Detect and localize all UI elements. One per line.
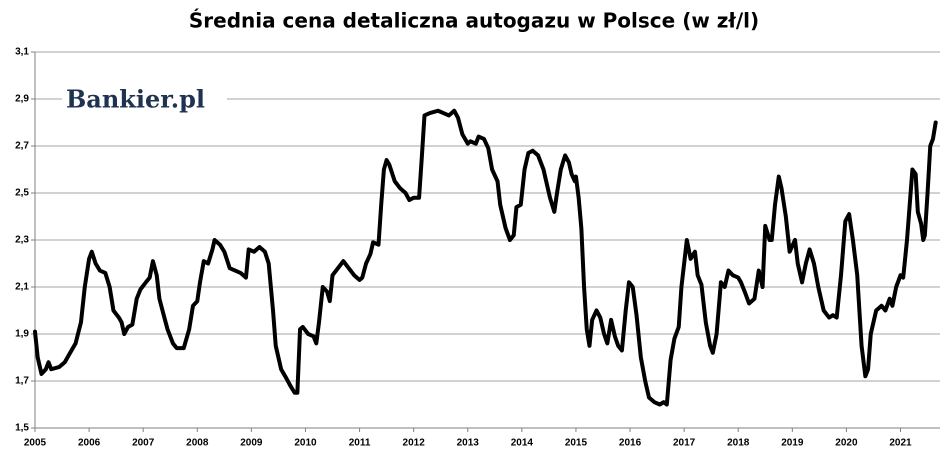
y-tick-label: 2,7: [15, 141, 29, 152]
x-tick-label: 2013: [457, 438, 480, 449]
logo-background: [62, 84, 227, 118]
x-tick-label: 2015: [565, 438, 588, 449]
price-line: [33, 108, 938, 407]
x-tick-label: 2007: [132, 438, 155, 449]
x-tick-label: 2011: [349, 438, 371, 449]
x-tick-label: 2014: [511, 438, 534, 449]
y-tick-label: 1,5: [15, 423, 29, 434]
x-tick-label: 2021: [889, 438, 912, 449]
x-tick-label: 2016: [619, 438, 642, 449]
y-tick-label: 1,9: [15, 329, 29, 340]
x-tick-label: 2008: [186, 438, 209, 449]
y-tick-label: 2,3: [15, 235, 29, 246]
x-tick-label: 2020: [835, 438, 858, 449]
x-tick-label: 2017: [673, 438, 696, 449]
x-tick-label: 2018: [727, 438, 750, 449]
x-tick-label: 2010: [294, 438, 317, 449]
x-tick-label: 2009: [240, 438, 263, 449]
x-tick-label: 2005: [24, 438, 47, 449]
chart-title: Średnia cena detaliczna autogazu w Polsc…: [189, 9, 759, 33]
y-tick-label: 1,7: [15, 376, 29, 387]
y-tick-label: 2,1: [15, 282, 29, 293]
x-tick-label: 2019: [781, 438, 804, 449]
y-tick-label: 3,1: [15, 47, 29, 58]
y-tick-label: 2,9: [15, 94, 29, 105]
logo: Bankier.pl: [66, 85, 205, 114]
y-tick-label: 2,5: [15, 188, 29, 199]
x-tick-label: 2006: [78, 438, 101, 449]
x-tick-label: 2012: [403, 438, 426, 449]
